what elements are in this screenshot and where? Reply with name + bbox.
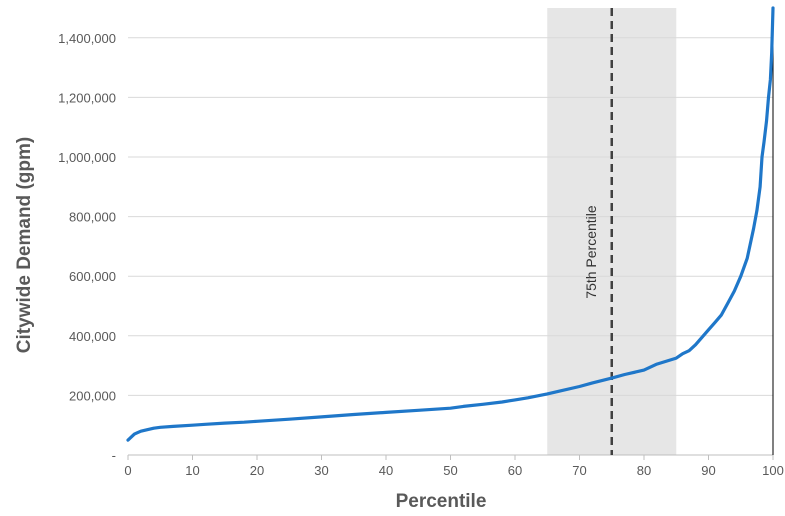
x-axis-title: Percentile — [396, 491, 487, 512]
y-tick-label: 1,400,000 — [58, 31, 116, 46]
x-tick-label: 70 — [572, 463, 586, 478]
y-tick-label: 600,000 — [69, 269, 116, 284]
x-tick-label: 20 — [250, 463, 264, 478]
x-tick-label: 90 — [701, 463, 715, 478]
x-tick-label: 50 — [443, 463, 457, 478]
y-tick-label: - — [112, 448, 116, 463]
x-tick-label: 40 — [379, 463, 393, 478]
x-tick-label: 0 — [124, 463, 131, 478]
y-tick-label: 800,000 — [69, 210, 116, 225]
y-tick-label: 1,000,000 — [58, 150, 116, 165]
x-tick-label: 30 — [314, 463, 328, 478]
y-tick-label: 1,200,000 — [58, 90, 116, 105]
y-axis-title: Citywide Demand (gpm) — [14, 137, 35, 353]
x-tick-label: 10 — [185, 463, 199, 478]
reference-line-label: 75th Percentile — [583, 205, 599, 299]
x-tick-label: 60 — [508, 463, 522, 478]
x-tick-label: 80 — [637, 463, 651, 478]
y-tick-label: 400,000 — [69, 329, 116, 344]
x-tick-label: 100 — [762, 463, 784, 478]
y-tick-label: 200,000 — [69, 388, 116, 403]
demand-series-line — [126, 6, 775, 442]
